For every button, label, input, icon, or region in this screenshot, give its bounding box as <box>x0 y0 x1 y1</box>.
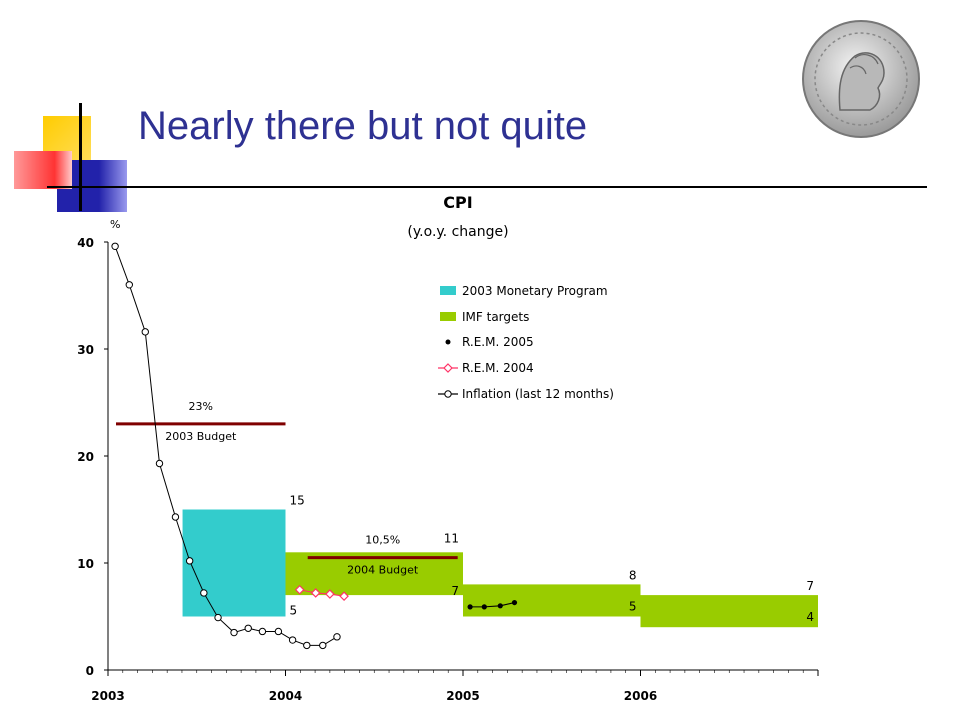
budget-name-label-0: 2003 Budget <box>165 430 237 443</box>
inflation-point <box>185 557 194 565</box>
inflation-point <box>244 624 252 632</box>
inflation-point <box>333 633 341 641</box>
rem-2005-point <box>497 603 503 609</box>
band-1 <box>285 552 463 596</box>
band-3 <box>640 595 818 628</box>
inflation-point <box>200 589 208 597</box>
x-tick-label-2004: 2004 <box>269 689 302 703</box>
legend-label-inflation: Inflation (last 12 months) <box>462 387 614 401</box>
rem-2005-point <box>481 604 487 610</box>
y-unit-label: % <box>110 218 120 231</box>
legend-label-imf-targets: IMF targets <box>462 310 529 324</box>
chart-title: CPI <box>443 193 472 212</box>
band-0 <box>182 509 286 617</box>
inflation-point <box>230 628 238 637</box>
y-tick-label-0: 0 <box>86 664 94 678</box>
budget-value-label-1: 10,5% <box>365 534 400 547</box>
inflation-point <box>155 459 164 468</box>
rem-2004-point <box>310 588 321 598</box>
y-tick-label-30: 30 <box>77 343 94 357</box>
coin-seal-logo <box>802 20 920 138</box>
x-tick-label-2005: 2005 <box>446 689 479 703</box>
series-line-2 <box>470 602 515 608</box>
band-2 <box>463 584 641 617</box>
inflation-point <box>258 627 267 636</box>
inflation-point <box>125 281 134 289</box>
y-tick-label-40: 40 <box>77 236 94 250</box>
band-high-label-3: 7 <box>806 579 814 593</box>
y-tick-label-10: 10 <box>77 557 94 571</box>
inflation-point <box>303 641 311 650</box>
band-low-label-3: 4 <box>806 610 814 624</box>
band-low-label-2: 5 <box>629 600 637 614</box>
decor-horizontal-line <box>47 186 927 188</box>
band-low-label-0: 5 <box>290 604 298 618</box>
inflation-point <box>214 613 222 622</box>
legend-swatch-imf-targets <box>440 312 456 321</box>
rem-2005-point <box>511 599 518 606</box>
legend-marker-inflation <box>444 390 452 398</box>
rem-2005-point <box>467 604 473 610</box>
legend-marker-rem-2004 <box>443 363 453 373</box>
inflation-point <box>274 627 283 636</box>
y-tick-label-20: 20 <box>77 450 94 464</box>
inflation-point <box>288 636 297 644</box>
inflation-point <box>141 328 149 336</box>
legend-swatch-monetary-program <box>440 286 456 295</box>
x-tick-label-2006: 2006 <box>624 689 657 703</box>
band-low-label-1: 7 <box>451 584 459 598</box>
legend-marker-rem-2005 <box>445 339 451 345</box>
chart-subtitle: (y.o.y. change) <box>407 224 508 240</box>
band-high-label-1: 11 <box>444 531 459 545</box>
x-tick-label-2003: 2003 <box>91 689 124 703</box>
rem-2004-point <box>294 584 305 595</box>
legend-label-monetary-program: 2003 Monetary Program <box>462 284 608 298</box>
inflation-point <box>111 242 119 250</box>
band-high-label-2: 8 <box>629 568 637 582</box>
legend-label-rem-2005: R.E.M. 2005 <box>462 335 534 349</box>
series-line-1 <box>299 589 345 597</box>
slide-title: Nearly there but not quite <box>138 104 588 148</box>
band-high-label-0: 15 <box>290 494 305 508</box>
budget-name-label-1: 2004 Budget <box>347 564 419 577</box>
legend: 2003 Monetary Program IMF targets R.E.M.… <box>438 284 614 401</box>
rem-2004-point <box>325 589 335 599</box>
budget-value-label-0: 23% <box>189 400 213 413</box>
inflation-point <box>171 513 180 521</box>
rem-2004-point <box>339 591 349 602</box>
inflation-point <box>319 641 327 650</box>
series-line-0 <box>114 246 338 646</box>
legend-label-rem-2004: R.E.M. 2004 <box>462 361 534 375</box>
decor-vertical-line <box>79 103 82 211</box>
decor-red-square <box>14 151 72 189</box>
